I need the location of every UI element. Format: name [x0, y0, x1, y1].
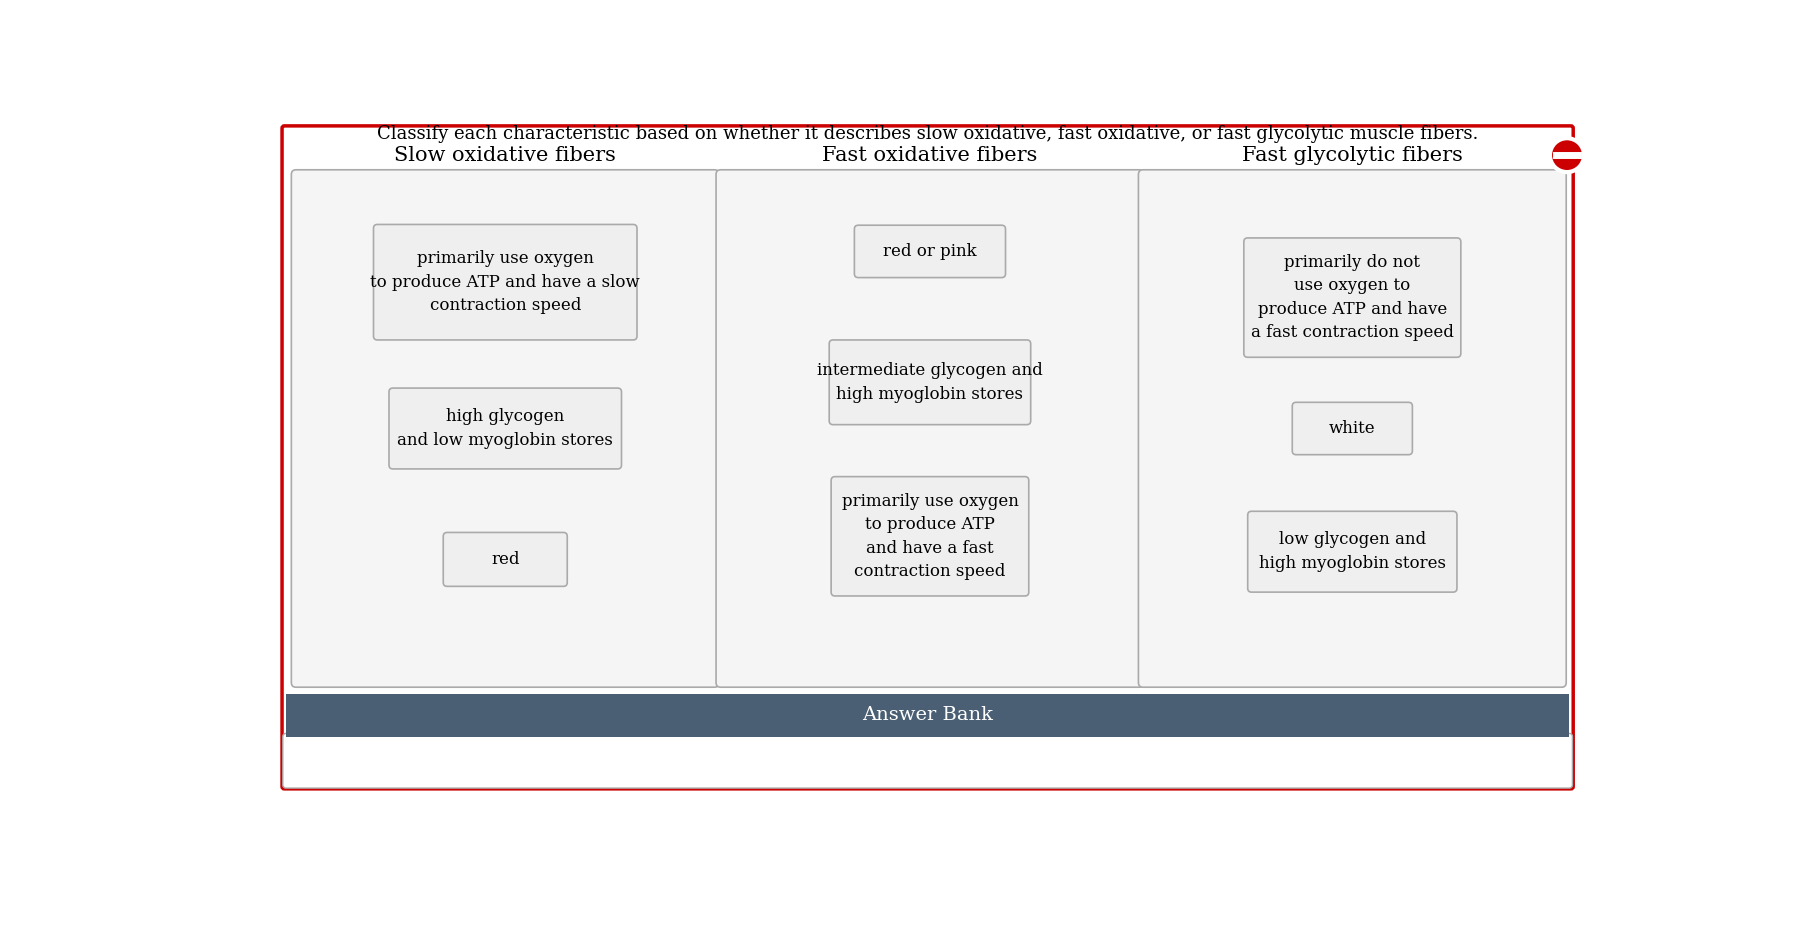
Text: Classify each characteristic based on whether it describes slow oxidative, fast : Classify each characteristic based on wh… [376, 125, 1479, 144]
FancyBboxPatch shape [291, 170, 719, 687]
FancyBboxPatch shape [1247, 511, 1457, 592]
FancyBboxPatch shape [829, 340, 1030, 425]
Circle shape [1549, 138, 1584, 172]
Text: high glycogen
and low myoglobin stores: high glycogen and low myoglobin stores [398, 408, 614, 448]
FancyBboxPatch shape [389, 388, 621, 469]
FancyBboxPatch shape [717, 170, 1144, 687]
FancyBboxPatch shape [831, 477, 1028, 596]
FancyBboxPatch shape [1138, 170, 1566, 687]
Text: Fast oxidative fibers: Fast oxidative fibers [822, 146, 1037, 164]
FancyBboxPatch shape [286, 694, 1569, 737]
FancyBboxPatch shape [282, 733, 1573, 788]
Text: primarily use oxygen
to produce ATP and have a slow
contraction speed: primarily use oxygen to produce ATP and … [371, 250, 641, 314]
FancyBboxPatch shape [854, 226, 1006, 277]
Text: red or pink: red or pink [883, 243, 977, 259]
Text: Answer Bank: Answer Bank [862, 706, 994, 725]
Text: intermediate glycogen and
high myoglobin stores: intermediate glycogen and high myoglobin… [816, 362, 1043, 402]
Text: Slow oxidative fibers: Slow oxidative fibers [395, 146, 615, 164]
Text: primarily do not
use oxygen to
produce ATP and have
a fast contraction speed: primarily do not use oxygen to produce A… [1251, 254, 1453, 341]
Text: low glycogen and
high myoglobin stores: low glycogen and high myoglobin stores [1258, 531, 1446, 572]
Text: white: white [1329, 420, 1376, 437]
FancyBboxPatch shape [1243, 238, 1461, 357]
FancyBboxPatch shape [373, 225, 637, 340]
Text: Fast glycolytic fibers: Fast glycolytic fibers [1242, 146, 1462, 164]
Text: primarily use oxygen
to produce ATP
and have a fast
contraction speed: primarily use oxygen to produce ATP and … [842, 493, 1019, 580]
Text: red: red [491, 551, 519, 568]
FancyBboxPatch shape [282, 126, 1573, 789]
FancyBboxPatch shape [443, 532, 567, 587]
FancyBboxPatch shape [1292, 402, 1412, 455]
